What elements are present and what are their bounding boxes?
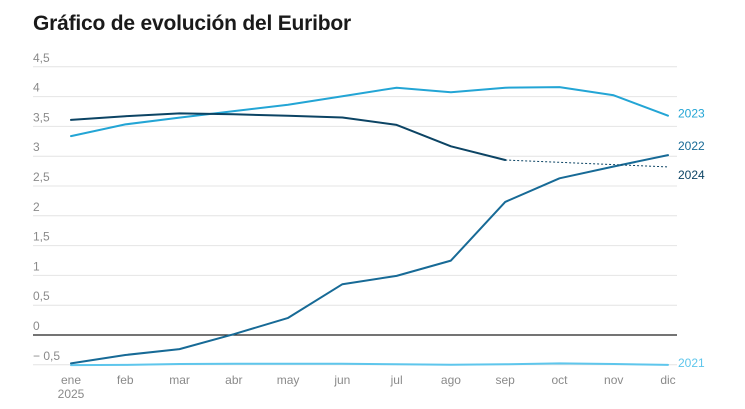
- x-tick-label: feb: [117, 373, 134, 387]
- y-tick-label: 1: [33, 259, 40, 273]
- series-line-2021: [70, 362, 669, 367]
- y-tick-label: 4,5: [33, 51, 50, 65]
- series-label-2022: 2022: [678, 139, 705, 153]
- x-tick-label: ago: [441, 373, 461, 387]
- x-axis-ticks: ene feb mar abr may jun jul ago sep oct nov dic 2025: [58, 373, 676, 401]
- x-tick-label: jun: [333, 373, 350, 387]
- series-lines: [70, 86, 669, 367]
- series-labels: 2021 2022 2023 2024: [678, 107, 705, 370]
- x-tick-label: abr: [225, 373, 242, 387]
- x-tick-label: sep: [496, 373, 516, 387]
- gridlines: [33, 66, 677, 366]
- series-label-2024: 2024: [678, 168, 705, 182]
- y-tick-label: 1,5: [33, 230, 50, 244]
- x-year-label: 2025: [58, 387, 85, 401]
- y-tick-label: 3,5: [33, 110, 50, 124]
- y-axis-ticks: 4,5 4 3,5 3 2,5 2 1,5 1 0,5 0 − 0,5: [33, 51, 60, 363]
- x-tick-label: nov: [604, 373, 623, 387]
- x-tick-label: may: [277, 373, 300, 387]
- y-tick-label: − 0,5: [33, 349, 60, 363]
- y-tick-label: 0: [33, 319, 40, 333]
- series-line-2023: [70, 86, 669, 138]
- series-label-2023: 2023: [678, 107, 705, 121]
- chart-title: Gráfico de evolución del Euribor: [33, 12, 351, 35]
- x-tick-label: oct: [551, 373, 568, 387]
- series-line-2024: [70, 112, 507, 161]
- y-tick-label: 2,5: [33, 170, 50, 184]
- x-tick-label: ene: [61, 373, 81, 387]
- y-tick-label: 3: [33, 140, 40, 154]
- y-tick-label: 4: [33, 81, 40, 95]
- series-line-2022: [70, 154, 669, 365]
- x-tick-label: dic: [660, 373, 675, 387]
- y-tick-label: 2: [33, 200, 40, 214]
- y-tick-label: 0,5: [33, 289, 50, 303]
- x-tick-label: jul: [390, 373, 403, 387]
- series-label-2021: 2021: [678, 356, 705, 370]
- series-projection-2024: [505, 159, 669, 168]
- x-tick-label: mar: [169, 373, 190, 387]
